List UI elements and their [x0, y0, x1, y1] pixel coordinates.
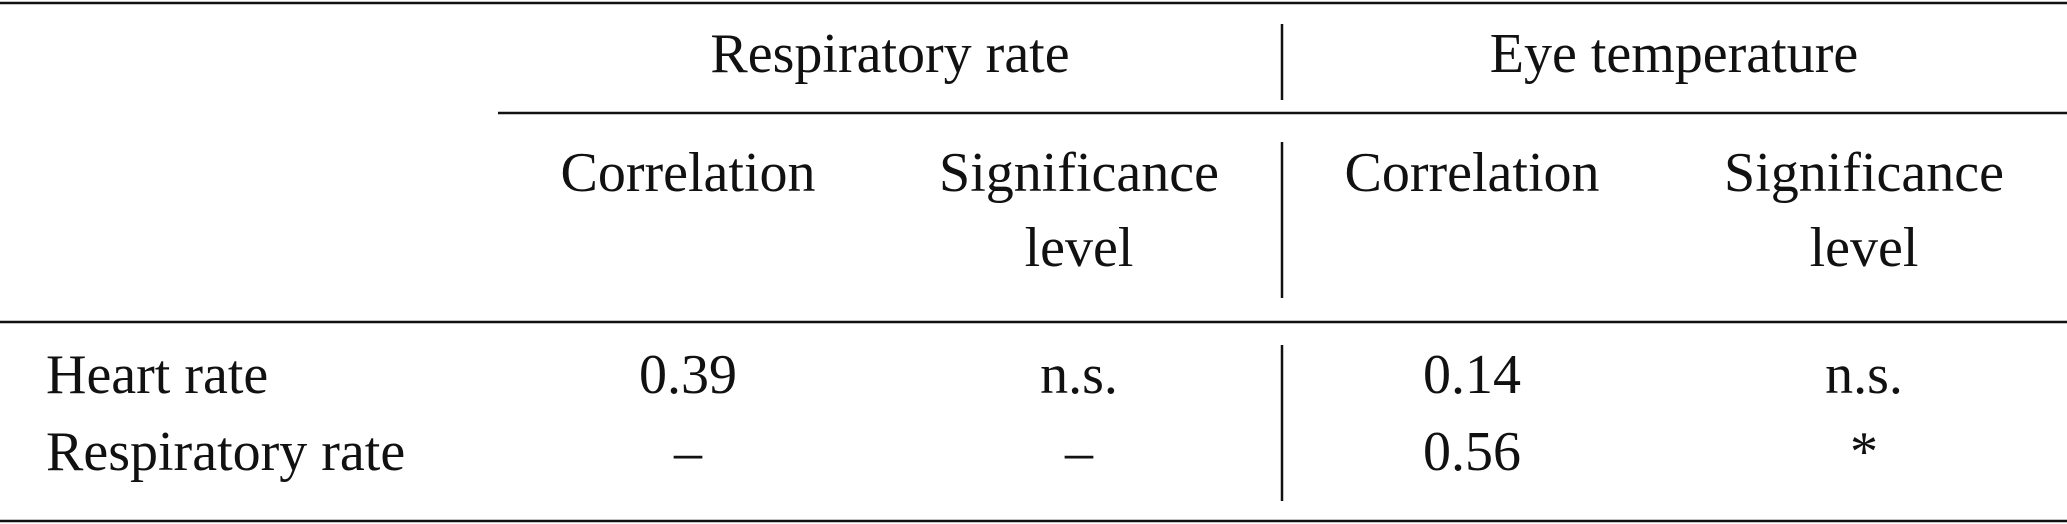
row-label: Heart rate	[46, 344, 268, 406]
row-label: Respiratory rate	[46, 421, 405, 483]
cell: 0.39	[639, 344, 737, 406]
column-header: Significance	[939, 142, 1219, 204]
group-header: Respiratory rate	[710, 23, 1069, 85]
cell: *	[1850, 421, 1878, 483]
cell: n.s.	[1825, 344, 1903, 406]
cell: –	[673, 421, 703, 483]
cell: –	[1064, 421, 1094, 483]
cell: n.s.	[1040, 344, 1118, 406]
column-header: level	[1810, 217, 1919, 279]
column-header: level	[1025, 217, 1134, 279]
column-header: Significance	[1724, 142, 2004, 204]
column-header: Correlation	[1344, 142, 1599, 204]
column-header: Correlation	[560, 142, 815, 204]
cell: 0.14	[1423, 344, 1521, 406]
group-header: Eye temperature	[1490, 23, 1858, 85]
cell: 0.56	[1423, 421, 1521, 483]
